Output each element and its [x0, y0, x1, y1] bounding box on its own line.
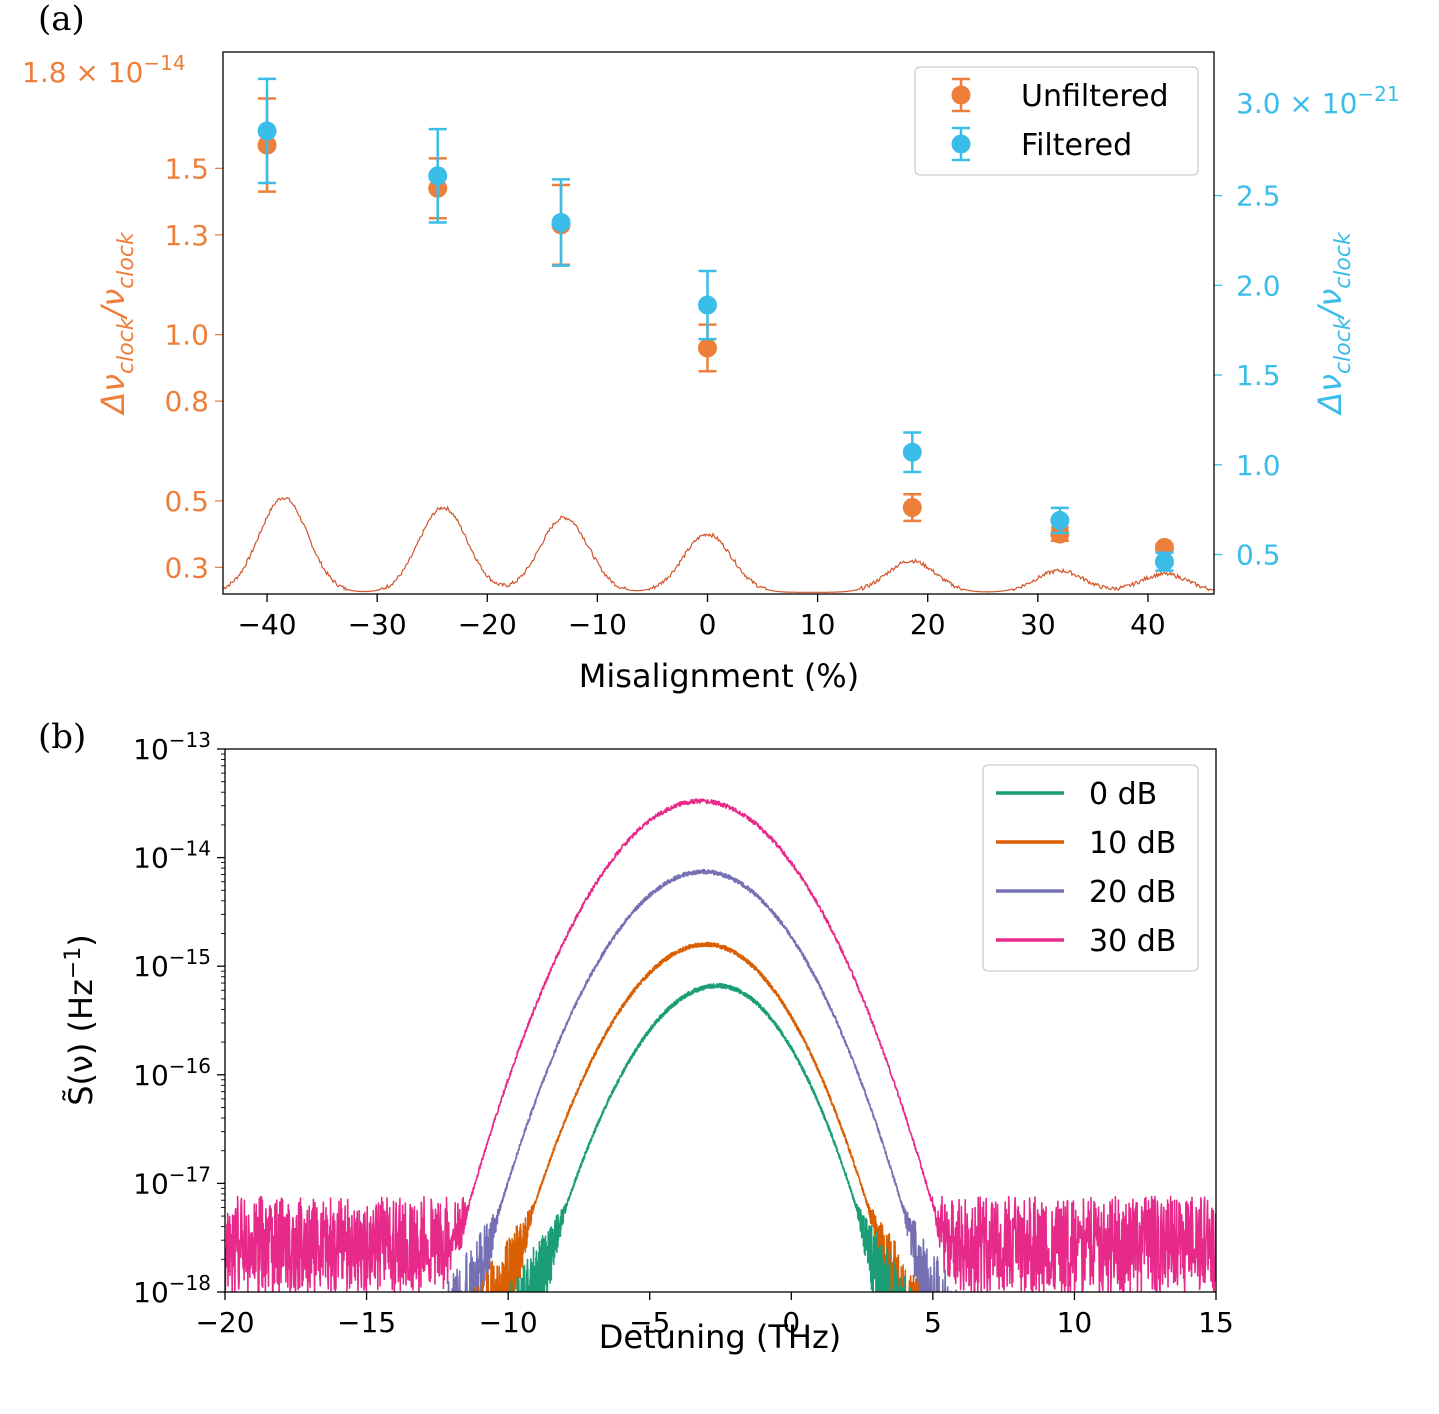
right-tick-label: 1.5 — [1236, 359, 1281, 392]
plot-frame — [222, 51, 1215, 595]
x-tick-label: 0 — [782, 1306, 800, 1339]
filtered-point — [257, 121, 277, 141]
plot-frame-b — [224, 748, 1217, 1293]
right-axis-ticks: 0.5 1.0 1.5 2.0 2.5 — [1214, 180, 1281, 572]
x-axis-label-b: Detuning (THz) — [599, 1318, 841, 1356]
x-tick-label: 30 — [1020, 608, 1056, 641]
legend: Unfiltered Filtered — [914, 66, 1199, 176]
x-tick-label: −20 — [195, 1306, 254, 1339]
right-axis-label: Δνclock/νclock — [1311, 231, 1356, 417]
panel-b: (b) −20 −15 −10 −5 0 5 10 15 10−1810−1710−1610−… — [38, 717, 1234, 1356]
legend-marker-unfiltered — [951, 77, 971, 113]
x-tick-label: 15 — [1198, 1306, 1234, 1339]
legend-marker-filtered — [951, 126, 971, 162]
x-tick-label: 10 — [800, 608, 836, 641]
y-tick-label: 10−13 — [133, 728, 211, 766]
x-tick-label: 0 — [699, 608, 717, 641]
legend-box — [914, 66, 1199, 176]
x-tick-label: 20 — [910, 608, 946, 641]
left-axis-ticks: 0.3 0.5 0.8 1.0 1.3 1.5 — [164, 152, 223, 584]
legend-label-30db: 30 dB — [1089, 924, 1176, 959]
right-tick-label: 0.5 — [1236, 539, 1281, 572]
left-tick-label: 1.0 — [164, 319, 209, 352]
y-axis-label-b: S̃(ν) (Hz−1) — [61, 934, 100, 1106]
x-tick-label: −15 — [337, 1306, 396, 1339]
x-tick-label: −20 — [458, 608, 517, 641]
legend-label-10db: 10 dB — [1089, 826, 1176, 861]
left-axis-label: Δνclock/νclock — [94, 231, 139, 417]
x-tick-label: −10 — [479, 1306, 538, 1339]
x-tick-label: −30 — [348, 608, 407, 641]
spectrum-trace-line — [222, 496, 1215, 593]
x-tick-label: −5 — [629, 1306, 670, 1339]
unfiltered-point — [697, 338, 717, 358]
legend-box-b — [982, 764, 1199, 972]
legend-b: 0 dB 10 dB 20 dB 30 dB — [982, 764, 1199, 972]
legend-label-unfiltered: Unfiltered — [1021, 79, 1169, 114]
filtered-point — [902, 442, 922, 462]
left-tick-label: 0.3 — [164, 551, 209, 584]
spectrum-line-20db — [447, 868, 958, 1292]
x-tick-label: 40 — [1130, 608, 1166, 641]
left-tick-label: 1.3 — [164, 219, 209, 252]
right-tick-label: 1.0 — [1236, 449, 1281, 482]
x-axis-label: Misalignment (%) — [579, 657, 859, 695]
y-tick-label: 10−16 — [133, 1054, 211, 1092]
filtered-point — [1154, 552, 1174, 572]
filtered-point — [428, 166, 448, 186]
spectrum-line-30db — [225, 798, 1216, 1292]
left-tick-label: 0.8 — [164, 385, 209, 418]
x-tick-label: −10 — [568, 608, 627, 641]
right-axis-offset: 3.0 × 10−21 — [1236, 82, 1400, 120]
y-tick-label: 10−17 — [133, 1162, 211, 1200]
spectra-lines — [225, 798, 1216, 1292]
x-axis-ticks: −40 −30 −20 −10 0 10 20 30 40 — [237, 594, 1166, 641]
panel-a-label: (a) — [38, 0, 85, 39]
panel-a: (a) −40 −30 −20 −10 0 10 20 30 40 0.3 0.5 0.8 1.0 1.… — [22, 0, 1400, 695]
legend-label-0db: 0 dB — [1089, 777, 1157, 812]
unfiltered-point — [902, 498, 922, 518]
filtered-point — [551, 212, 571, 232]
legend-label-filtered: Filtered — [1021, 128, 1132, 163]
x-tick-label: 5 — [924, 1306, 942, 1339]
filtered-point — [697, 295, 717, 315]
x-axis-ticks-b: −20 −15 −10 −5 0 5 10 15 — [195, 1292, 1234, 1339]
right-tick-label: 2.0 — [1236, 269, 1281, 302]
left-tick-label: 1.5 — [164, 152, 209, 185]
panel-b-label: (b) — [38, 717, 86, 757]
y-tick-label: 10−14 — [133, 837, 211, 875]
spectrum-line-10db — [473, 941, 920, 1292]
y-axis-ticks-b: 10−18 10−17 10−16 10−15 10−14 10−13 — [133, 728, 225, 1309]
left-axis-offset: 1.8 × 10−14 — [22, 51, 186, 89]
right-tick-label: 2.5 — [1236, 180, 1281, 213]
x-tick-label: −40 — [237, 608, 296, 641]
x-tick-label: 10 — [1057, 1306, 1093, 1339]
left-tick-label: 0.5 — [164, 485, 209, 518]
y-tick-label: 10−15 — [133, 945, 211, 983]
legend-label-20db: 20 dB — [1089, 875, 1176, 910]
data-points — [257, 77, 1174, 572]
spectrum-trace — [222, 496, 1215, 593]
y-tick-label: 10−18 — [133, 1271, 211, 1309]
filtered-point — [1050, 510, 1070, 530]
spectrum-line-0db — [507, 982, 912, 1292]
